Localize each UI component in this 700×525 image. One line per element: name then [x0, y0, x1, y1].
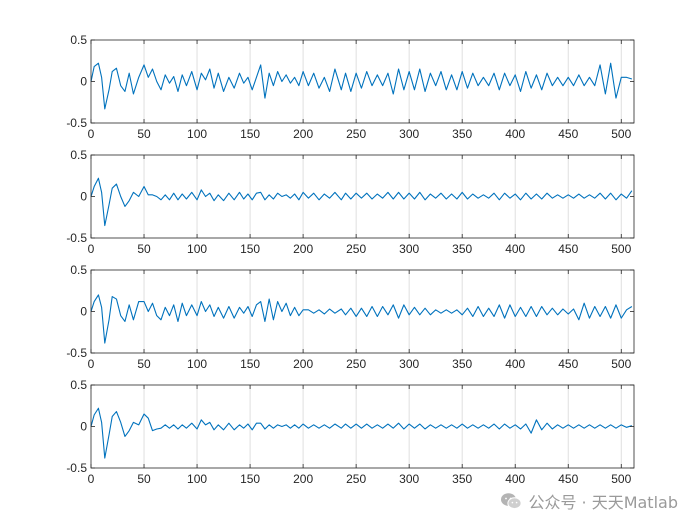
subplot-1-y-tick-label: 0: [80, 75, 87, 89]
subplot-3-y-tick-label: 0.5: [70, 263, 87, 277]
subplot-1-x-tick-label: 400: [505, 127, 525, 141]
subplot-1-x-tick-label: 50: [137, 127, 151, 141]
subplot-4-y-tick-label: 0: [80, 420, 87, 434]
subplot-3-x-tick-label: 300: [399, 357, 419, 371]
subplot-4-y-tick-label: -0.5: [66, 461, 87, 475]
subplot-4-plot-area: [91, 385, 634, 468]
subplot-3: 0 50 100 150 200 250 300 350 400 450 500-0.500.5: [66, 263, 635, 371]
subplot-2-x-tick-label: 50: [137, 242, 151, 256]
subplot-1-x-tick-label: 350: [452, 127, 472, 141]
subplot-3-x-tick-label: 500: [611, 357, 631, 371]
subplot-1-x-tick-label: 250: [346, 127, 366, 141]
subplot-1-x-tick-label: 200: [293, 127, 313, 141]
subplot-3-x-tick-label: 400: [505, 357, 525, 371]
subplot-2: 0 50 100 150 200 250 300 350 400 450 500-0.500.5: [66, 148, 635, 256]
subplot-4-x-tick-label: 50: [137, 472, 151, 486]
subplot-2-x-tick-label: 250: [346, 242, 366, 256]
subplot-3-x-tick-label: 50: [137, 357, 151, 371]
watermark: 公众号 · 天天Matlab: [500, 489, 678, 513]
subplot-1-y-tick-label: -0.5: [66, 116, 87, 130]
subplot-4-x-tick-label: 500: [611, 472, 631, 486]
subplot-2-y-tick-label: 0: [80, 190, 87, 204]
subplot-2-x-tick-label: 100: [187, 242, 207, 256]
subplot-2-series-line: [90, 177, 633, 227]
subplot-4-x-tick-label: 0: [88, 472, 95, 486]
subplot-3-x-tick-label: 150: [240, 357, 260, 371]
subplot-4-x-tick-label: 150: [240, 472, 260, 486]
subplot-1-x-tick-label: 100: [187, 127, 207, 141]
subplot-4-x-tick-label: 250: [346, 472, 366, 486]
subplot-4-x-tick-label: 100: [187, 472, 207, 486]
subplot-2-y-tick-label: -0.5: [66, 231, 87, 245]
subplot-1-x-tick-label: 450: [558, 127, 578, 141]
subplot-3-x-tick-label: 350: [452, 357, 472, 371]
subplot-2-x-tick-label: 350: [452, 242, 472, 256]
subplot-2-x-tick-label: 450: [558, 242, 578, 256]
subplot-1-series-line: [90, 62, 633, 110]
subplot-2-x-tick-label: 150: [240, 242, 260, 256]
subplot-3-series-line: [90, 294, 633, 344]
subplot-4-x-tick-label: 200: [293, 472, 313, 486]
subplot-1-x-tick-label: 500: [611, 127, 631, 141]
subplot-4-x-tick-label: 300: [399, 472, 419, 486]
subplot-3-x-tick-label: 0: [88, 357, 95, 371]
subplot-2-x-tick-label: 400: [505, 242, 525, 256]
subplot-4: 0 50 100 150 200 250 300 350 400 450 500-0.500.5: [66, 378, 635, 486]
wechat-icon: [501, 493, 523, 510]
subplot-1-x-tick-label: 150: [240, 127, 260, 141]
subplot-2-x-tick-label: 200: [293, 242, 313, 256]
subplot-1: 0 50 100 150 200 250 300 350 400 450 500-0.500.5: [66, 33, 635, 141]
subplot-4-y-tick-label: 0.5: [70, 378, 87, 392]
subplot-4-series-line: [90, 407, 633, 459]
subplot-1-plot-area: [91, 40, 634, 123]
subplot-3-x-tick-label: 450: [558, 357, 578, 371]
subplot-2-x-tick-label: 500: [611, 242, 631, 256]
subplot-2-x-tick-label: 0: [88, 242, 95, 256]
subplot-4-x-tick-label: 450: [558, 472, 578, 486]
subplot-3-x-tick-label: 100: [187, 357, 207, 371]
subplot-1-x-tick-label: 300: [399, 127, 419, 141]
subplot-4-x-tick-label: 400: [505, 472, 525, 486]
watermark-text: 公众号 · 天天Matlab: [528, 493, 678, 512]
subplot-3-x-tick-label: 200: [293, 357, 313, 371]
subplot-2-x-tick-label: 300: [399, 242, 419, 256]
subplot-3-x-tick-label: 250: [346, 357, 366, 371]
subplot-1-x-tick-label: 0: [88, 127, 95, 141]
subplot-3-plot-area: [91, 270, 634, 353]
subplot-2-y-tick-label: 0.5: [70, 148, 87, 162]
subplot-4-x-tick-label: 350: [452, 472, 472, 486]
subplot-3-y-tick-label: 0: [80, 305, 87, 319]
subplot-3-y-tick-label: -0.5: [66, 346, 87, 360]
subplot-1-y-tick-label: 0.5: [70, 33, 87, 47]
